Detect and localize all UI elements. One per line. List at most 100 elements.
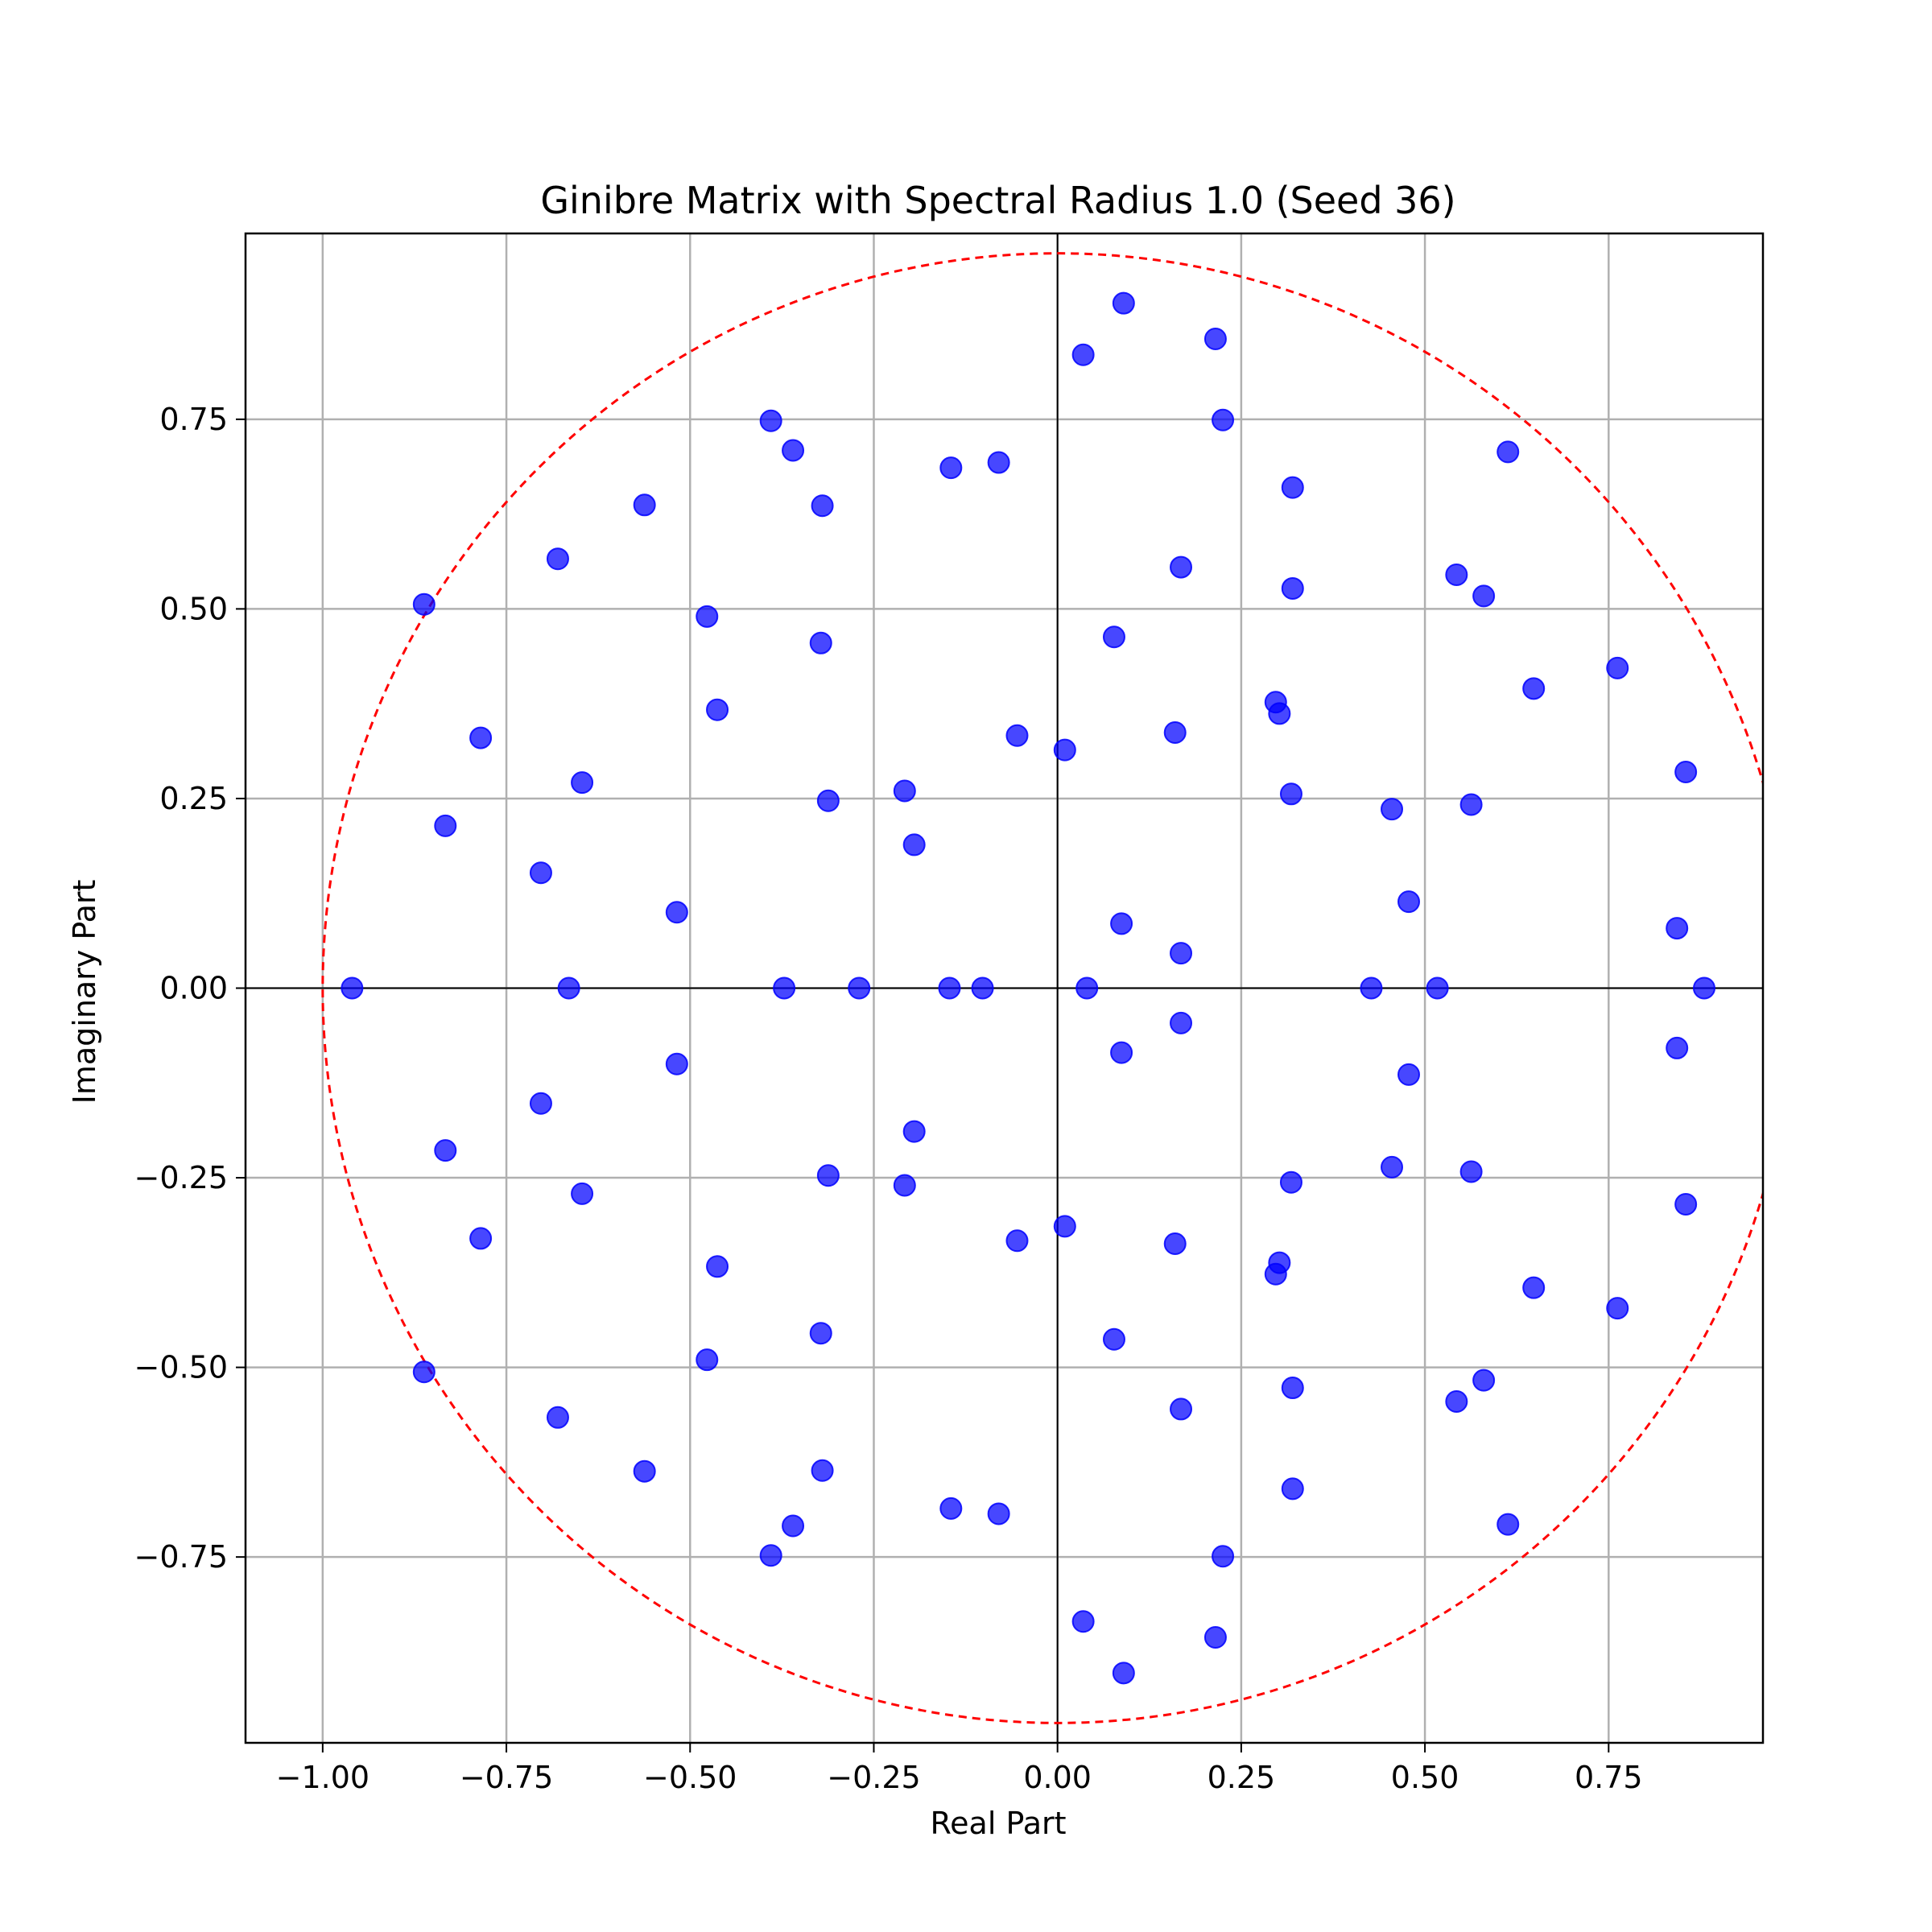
data-point (1203, 327, 1227, 350)
data-point (971, 976, 994, 1000)
x-axis-ticks: −1.00 −0.75 −0.50 −0.25 0.00 0.25 0.50 0.75 (276, 1743, 1643, 1795)
data-point (1053, 1215, 1076, 1238)
data-point (469, 726, 493, 749)
y-tick-label: 0.75 (159, 402, 228, 437)
data-point (1268, 1251, 1291, 1274)
x-tick-label: 0.00 (1023, 1760, 1092, 1795)
data-point (665, 901, 688, 924)
data-point (902, 1120, 926, 1143)
y-tick-label: 0.00 (159, 971, 228, 1006)
y-tick-label: −0.75 (134, 1539, 228, 1575)
y-axis-label: Imaginary Part (67, 880, 102, 1104)
data-point (1102, 625, 1125, 649)
data-point (893, 779, 916, 803)
data-point (1472, 1368, 1496, 1392)
x-tick-label: −1.00 (276, 1760, 369, 1795)
data-point (412, 1360, 436, 1384)
data-point (1397, 890, 1421, 914)
data-point (939, 456, 963, 480)
data-point (987, 451, 1010, 474)
data-point (1606, 656, 1629, 679)
data-point (1472, 584, 1496, 608)
data-point (1426, 976, 1449, 1000)
zero-lines (246, 233, 1763, 1743)
data-point (1279, 782, 1302, 806)
data-point (1102, 1327, 1125, 1351)
data-point (696, 605, 719, 628)
data-point (1692, 976, 1715, 1000)
x-tick-label: −0.50 (643, 1760, 737, 1795)
data-point (557, 976, 580, 1000)
data-point (1268, 702, 1291, 725)
data-point (1110, 912, 1133, 935)
data-point (1522, 1276, 1546, 1299)
x-tick-label: 0.50 (1391, 1760, 1459, 1795)
data-point (1674, 760, 1698, 783)
data-point (1053, 738, 1076, 762)
data-point (1005, 724, 1029, 747)
unit-circle (321, 252, 1763, 1724)
data-point (1281, 1477, 1304, 1501)
data-point (816, 1164, 840, 1187)
data-point (1381, 798, 1404, 821)
data-point (1666, 1036, 1689, 1059)
data-point (1163, 1232, 1187, 1256)
data-point (1203, 1626, 1227, 1649)
y-axis-ticks: −0.75 −0.50 −0.25 0.00 0.25 0.50 0.75 (134, 402, 246, 1575)
data-point (1212, 408, 1235, 431)
data-point (938, 976, 961, 1000)
data-point (811, 494, 834, 518)
data-point (1071, 343, 1095, 366)
data-point (809, 1322, 832, 1345)
data-point (633, 493, 656, 517)
data-point (759, 409, 782, 432)
data-point (1381, 1155, 1404, 1179)
data-point (1110, 1041, 1133, 1064)
data-point (1496, 1513, 1520, 1536)
data-point (1163, 720, 1187, 744)
data-point (696, 1348, 719, 1372)
data-point (1397, 1063, 1421, 1086)
data-point (665, 1052, 688, 1075)
data-point (546, 1406, 569, 1429)
data-point (1666, 917, 1689, 940)
data-point (1360, 976, 1383, 1000)
data-point (759, 1544, 782, 1567)
data-point (1459, 793, 1483, 816)
y-tick-label: −0.25 (134, 1160, 228, 1195)
data-point (987, 1502, 1010, 1525)
data-point (811, 1459, 834, 1482)
x-tick-label: 0.25 (1208, 1760, 1276, 1795)
data-point (1522, 677, 1546, 700)
data-point (893, 1174, 916, 1197)
data-point (1674, 1193, 1698, 1216)
data-point (1459, 1160, 1483, 1183)
data-point (939, 1496, 963, 1520)
chart-title: Ginibre Matrix with Spectral Radius 1.0 … (540, 179, 1455, 222)
x-tick-label: −0.25 (827, 1760, 920, 1795)
data-point (434, 1139, 457, 1162)
data-point (434, 814, 457, 837)
data-point (546, 547, 569, 571)
data-point (773, 976, 796, 1000)
data-point (782, 439, 805, 462)
data-point (571, 771, 594, 795)
data-point (1112, 291, 1135, 315)
data-point (1281, 1377, 1304, 1400)
data-point (412, 592, 436, 616)
data-point (571, 1182, 594, 1205)
data-point (706, 1255, 729, 1278)
data-point (902, 833, 926, 857)
data-point (1606, 1297, 1629, 1320)
data-point (1279, 1170, 1302, 1194)
data-point (809, 631, 832, 654)
data-point (1445, 563, 1468, 586)
y-tick-label: 0.50 (159, 591, 228, 626)
data-point (1005, 1229, 1029, 1253)
data-point (1281, 476, 1304, 499)
x-axis-label: Real Part (930, 1806, 1066, 1841)
data-point (341, 976, 364, 1000)
data-point (1112, 1662, 1135, 1685)
data-point (1075, 976, 1099, 1000)
